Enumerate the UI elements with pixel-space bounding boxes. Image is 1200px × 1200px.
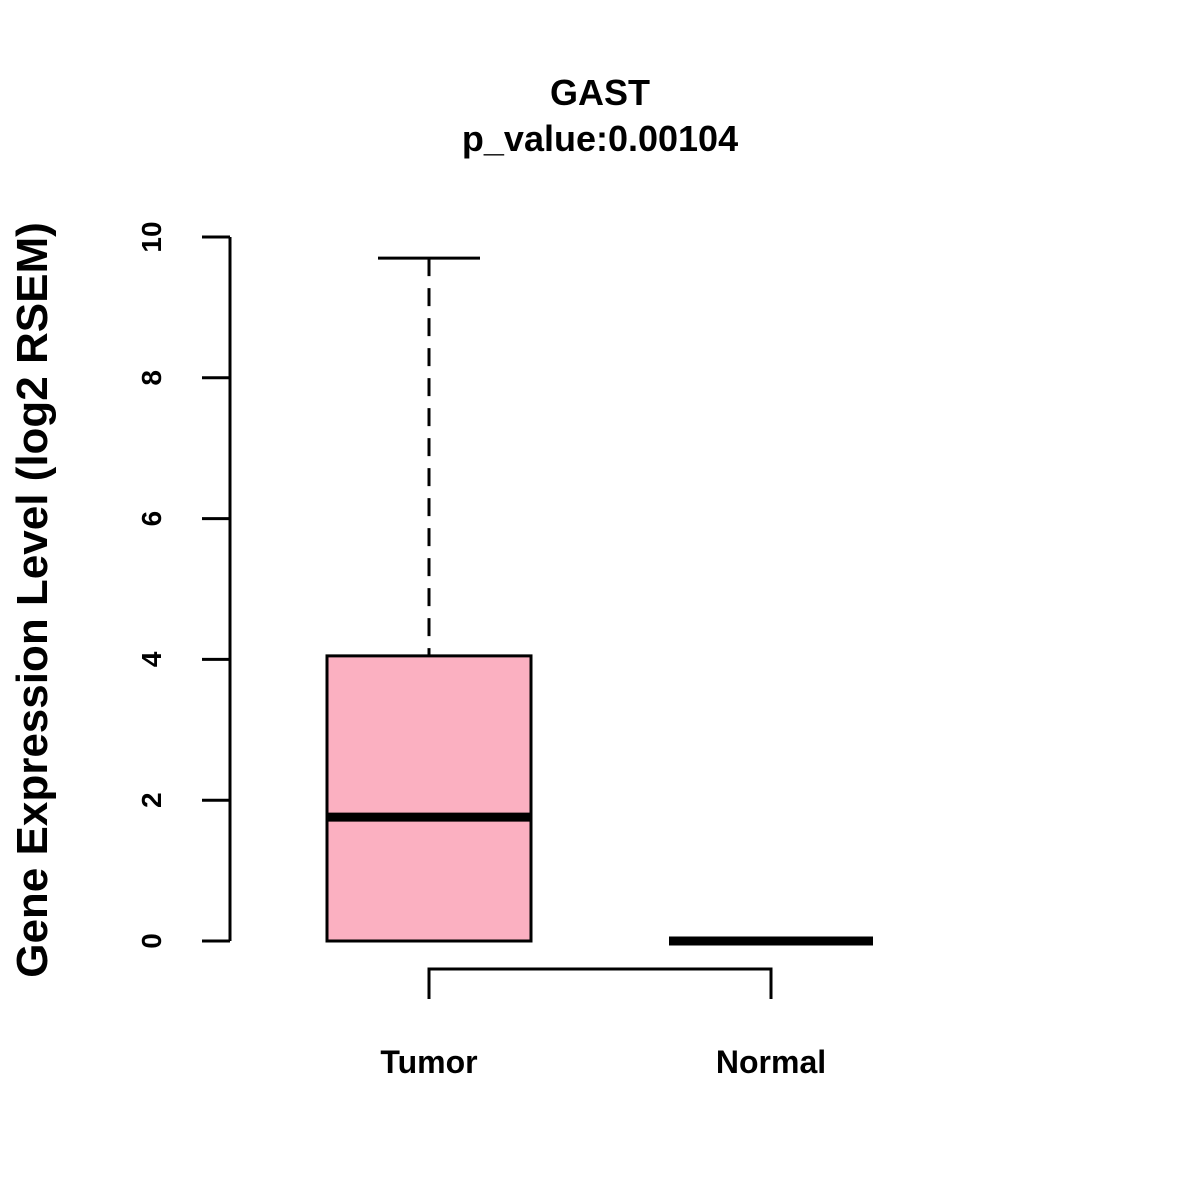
chart-subtitle: p_value:0.00104: [462, 118, 738, 159]
bracket-line: [427, 967, 773, 999]
y-axis: 0 2 4 6 8 10: [136, 221, 232, 949]
chart-title: GAST: [550, 72, 650, 113]
y-tick-label-6: 6: [136, 511, 167, 527]
y-tick-label-0: 0: [136, 933, 167, 949]
y-tick-label-8: 8: [136, 370, 167, 386]
y-tick-label-2: 2: [136, 792, 167, 808]
x-label-normal: Normal: [716, 1044, 826, 1080]
box-body: [325, 654, 533, 943]
comparison-bracket: [427, 967, 773, 999]
x-axis-labels: Tumor Normal: [380, 1044, 826, 1080]
y-tick-label-10: 10: [136, 221, 167, 252]
y-tick-label-4: 4: [136, 651, 167, 667]
x-label-tumor: Tumor: [380, 1044, 477, 1080]
box-tumor: [325, 256, 533, 943]
y-axis-label: Gene Expression Level (log2 RSEM): [8, 222, 57, 978]
box-group: [325, 256, 873, 946]
